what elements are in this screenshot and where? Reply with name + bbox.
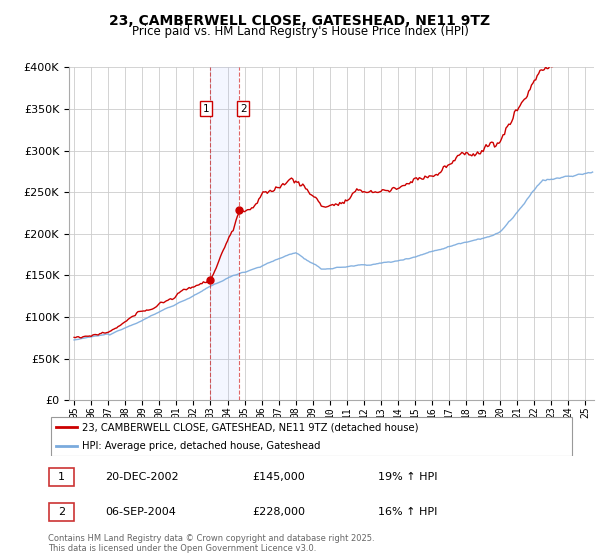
Text: Contains HM Land Registry data © Crown copyright and database right 2025.
This d: Contains HM Land Registry data © Crown c… (48, 534, 374, 553)
Text: 1: 1 (58, 472, 65, 482)
Text: 2: 2 (240, 104, 247, 114)
Text: 23, CAMBERWELL CLOSE, GATESHEAD, NE11 9TZ (detached house): 23, CAMBERWELL CLOSE, GATESHEAD, NE11 9T… (82, 422, 419, 432)
Text: 1: 1 (202, 104, 209, 114)
Text: 20-DEC-2002: 20-DEC-2002 (105, 472, 179, 482)
Text: HPI: Average price, detached house, Gateshead: HPI: Average price, detached house, Gate… (82, 441, 321, 451)
FancyBboxPatch shape (49, 468, 74, 486)
FancyBboxPatch shape (49, 503, 74, 521)
Text: 16% ↑ HPI: 16% ↑ HPI (378, 507, 437, 517)
Text: Price paid vs. HM Land Registry's House Price Index (HPI): Price paid vs. HM Land Registry's House … (131, 25, 469, 38)
Bar (210, 67, 239, 400)
Text: 2: 2 (58, 507, 65, 517)
Text: 23, CAMBERWELL CLOSE, GATESHEAD, NE11 9TZ: 23, CAMBERWELL CLOSE, GATESHEAD, NE11 9T… (109, 14, 491, 28)
Text: 06-SEP-2004: 06-SEP-2004 (105, 507, 176, 517)
Text: £145,000: £145,000 (252, 472, 305, 482)
Text: £228,000: £228,000 (252, 507, 305, 517)
FancyBboxPatch shape (50, 417, 572, 456)
Text: 19% ↑ HPI: 19% ↑ HPI (378, 472, 437, 482)
